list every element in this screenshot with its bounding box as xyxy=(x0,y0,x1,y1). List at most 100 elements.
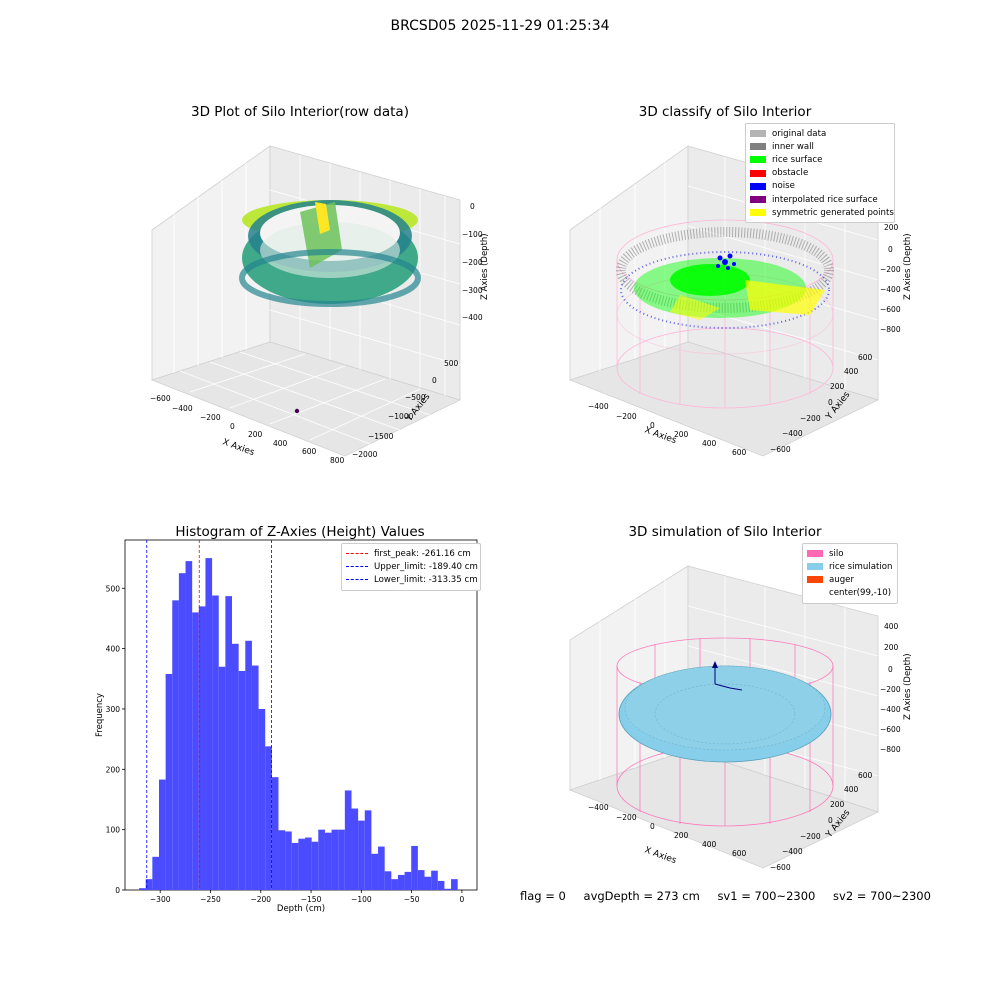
histogram-y-tick-label: 200 xyxy=(106,765,121,774)
simulation-rice-surface xyxy=(618,665,832,763)
sim-z-tick: 0 xyxy=(888,665,893,674)
classify-y-tick: −400 xyxy=(782,429,803,438)
sim-x-label: X Axies xyxy=(643,845,678,866)
legend-swatch xyxy=(807,576,823,584)
histogram-bar xyxy=(331,829,339,890)
legend-item-original-data: original data xyxy=(750,127,890,140)
raw-x-tick: −200 xyxy=(200,413,221,422)
histogram-bar xyxy=(232,643,239,890)
legend-item-upper-limit: Upper_limit: -189.40 cm xyxy=(346,560,478,573)
raw-z-tick: −300 xyxy=(462,286,483,295)
legend-item-inner-wall: inner wall xyxy=(750,140,890,153)
histogram-bar xyxy=(305,837,312,890)
classify-x-tick: −400 xyxy=(588,402,609,411)
histogram-bar xyxy=(251,665,259,890)
raw-y-tick: 500 xyxy=(444,359,459,368)
legend-label: first_peak: -261.16 cm xyxy=(374,548,471,559)
status-sv1: sv1 = 700~2300 xyxy=(717,889,816,903)
histogram-bar xyxy=(318,829,325,890)
raw-3d-plot: −600 −400 −200 0 200 400 600 800 −2000 −… xyxy=(150,145,490,465)
legend-item-noise: noise xyxy=(750,180,890,193)
histogram-bar xyxy=(271,777,279,890)
legend-label: auger xyxy=(829,574,854,585)
status-flag: flag = 0 xyxy=(520,889,566,903)
legend-item-rice-simulation: rice simulation xyxy=(807,560,893,573)
sim-y-tick: 600 xyxy=(858,771,873,780)
legend-swatch xyxy=(750,182,766,190)
histogram-bar xyxy=(291,842,299,890)
histogram-bar xyxy=(205,558,213,890)
histogram-bar xyxy=(185,561,193,890)
histogram-bar xyxy=(139,888,146,890)
sim-x-tick: −400 xyxy=(588,803,609,812)
sim-x-tick: 200 xyxy=(674,831,689,840)
histogram-y-label: Frequency xyxy=(95,693,105,737)
histogram-bar xyxy=(178,573,186,890)
subplot-title-simulation: 3D simulation of Silo Interior xyxy=(628,524,822,540)
classify-y-tick: −600 xyxy=(770,445,791,454)
histogram-bar xyxy=(218,666,226,890)
auger-arrow-icon xyxy=(712,661,718,668)
histogram-bar xyxy=(258,708,266,890)
legend-swatch xyxy=(750,169,766,177)
classify-x-tick: −200 xyxy=(616,412,637,421)
sim-z-tick: 400 xyxy=(884,622,899,631)
histogram-bar xyxy=(158,779,166,890)
legend-swatch xyxy=(750,143,766,151)
status-avg-depth: avgDepth = 273 cm xyxy=(583,889,700,903)
histogram-x-tick-label: −150 xyxy=(301,895,322,904)
sim-z-tick: −800 xyxy=(880,745,901,754)
histogram-y-tick-label: 300 xyxy=(106,705,121,714)
histogram-bar xyxy=(238,670,246,890)
simulation-auger xyxy=(714,666,743,691)
legend-label: interpolated rice surface xyxy=(772,194,878,205)
classify-z-tick: −600 xyxy=(880,305,901,314)
histogram-chart: −300 −250 −200 −150 −100 −50 0 0 100 200 300 400 50… xyxy=(95,539,478,914)
histogram-x-label: Depth (cm) xyxy=(277,904,325,914)
legend-label: Upper_limit: -189.40 cm xyxy=(374,561,478,572)
raw-z-tick: −100 xyxy=(462,230,483,239)
raw-x-tick: 600 xyxy=(302,447,317,456)
histogram-bar xyxy=(311,841,319,890)
raw-outlier-point xyxy=(294,408,300,414)
classify-z-label: Z Axies (Depth) xyxy=(903,233,913,300)
histogram-bar xyxy=(324,832,332,890)
sim-y-tick: 400 xyxy=(844,785,859,794)
histogram-bar xyxy=(397,874,405,890)
legend-label: original data xyxy=(772,128,827,139)
raw-y-tick: −1500 xyxy=(368,432,394,441)
histogram-x-tick-label: 0 xyxy=(460,895,465,904)
histogram-bar xyxy=(344,790,352,890)
raw-z-tick: −200 xyxy=(462,258,483,267)
raw-3d-ring xyxy=(239,200,421,307)
histogram-bar xyxy=(391,879,398,890)
legend-swatch xyxy=(750,130,766,138)
legend-label: inner wall xyxy=(772,141,814,152)
sim-z-tick: −400 xyxy=(880,705,901,714)
classify-x-tick: 0 xyxy=(650,421,655,430)
classify-z-tick: 200 xyxy=(884,223,899,232)
legend-line-sample xyxy=(346,566,368,568)
classify-y-tick: 0 xyxy=(828,398,833,407)
sim-y-tick: −200 xyxy=(800,832,821,841)
figure-title: BRCSD05 2025-11-29 01:25:34 xyxy=(390,18,610,34)
subplot-title-raw: 3D Plot of Silo Interior(row data) xyxy=(191,104,409,120)
sim-z-tick: −200 xyxy=(880,685,901,694)
legend-label: rice surface xyxy=(772,154,823,165)
histogram-bar xyxy=(278,830,286,890)
legend-label: symmetric generated points xyxy=(772,207,894,218)
histogram-bar xyxy=(165,673,173,890)
legend-label: obstacle xyxy=(772,168,809,179)
legend-label: Lower_limit: -313.35 cm xyxy=(374,574,478,585)
classify-z-tick: −800 xyxy=(880,325,901,334)
raw-x-tick: 0 xyxy=(230,422,235,431)
sim-y-tick: 0 xyxy=(828,816,833,825)
classify-y-tick: 400 xyxy=(844,367,859,376)
legend-item-lower-limit: Lower_limit: -313.35 cm xyxy=(346,573,478,586)
legend-label: center(99,-10) xyxy=(829,588,892,599)
sim-x-tick: 400 xyxy=(702,840,717,849)
raw-y-tick: −1000 xyxy=(388,412,414,421)
histogram-bar xyxy=(265,746,272,890)
histogram-bars xyxy=(139,558,458,890)
histogram-bar xyxy=(338,829,345,890)
